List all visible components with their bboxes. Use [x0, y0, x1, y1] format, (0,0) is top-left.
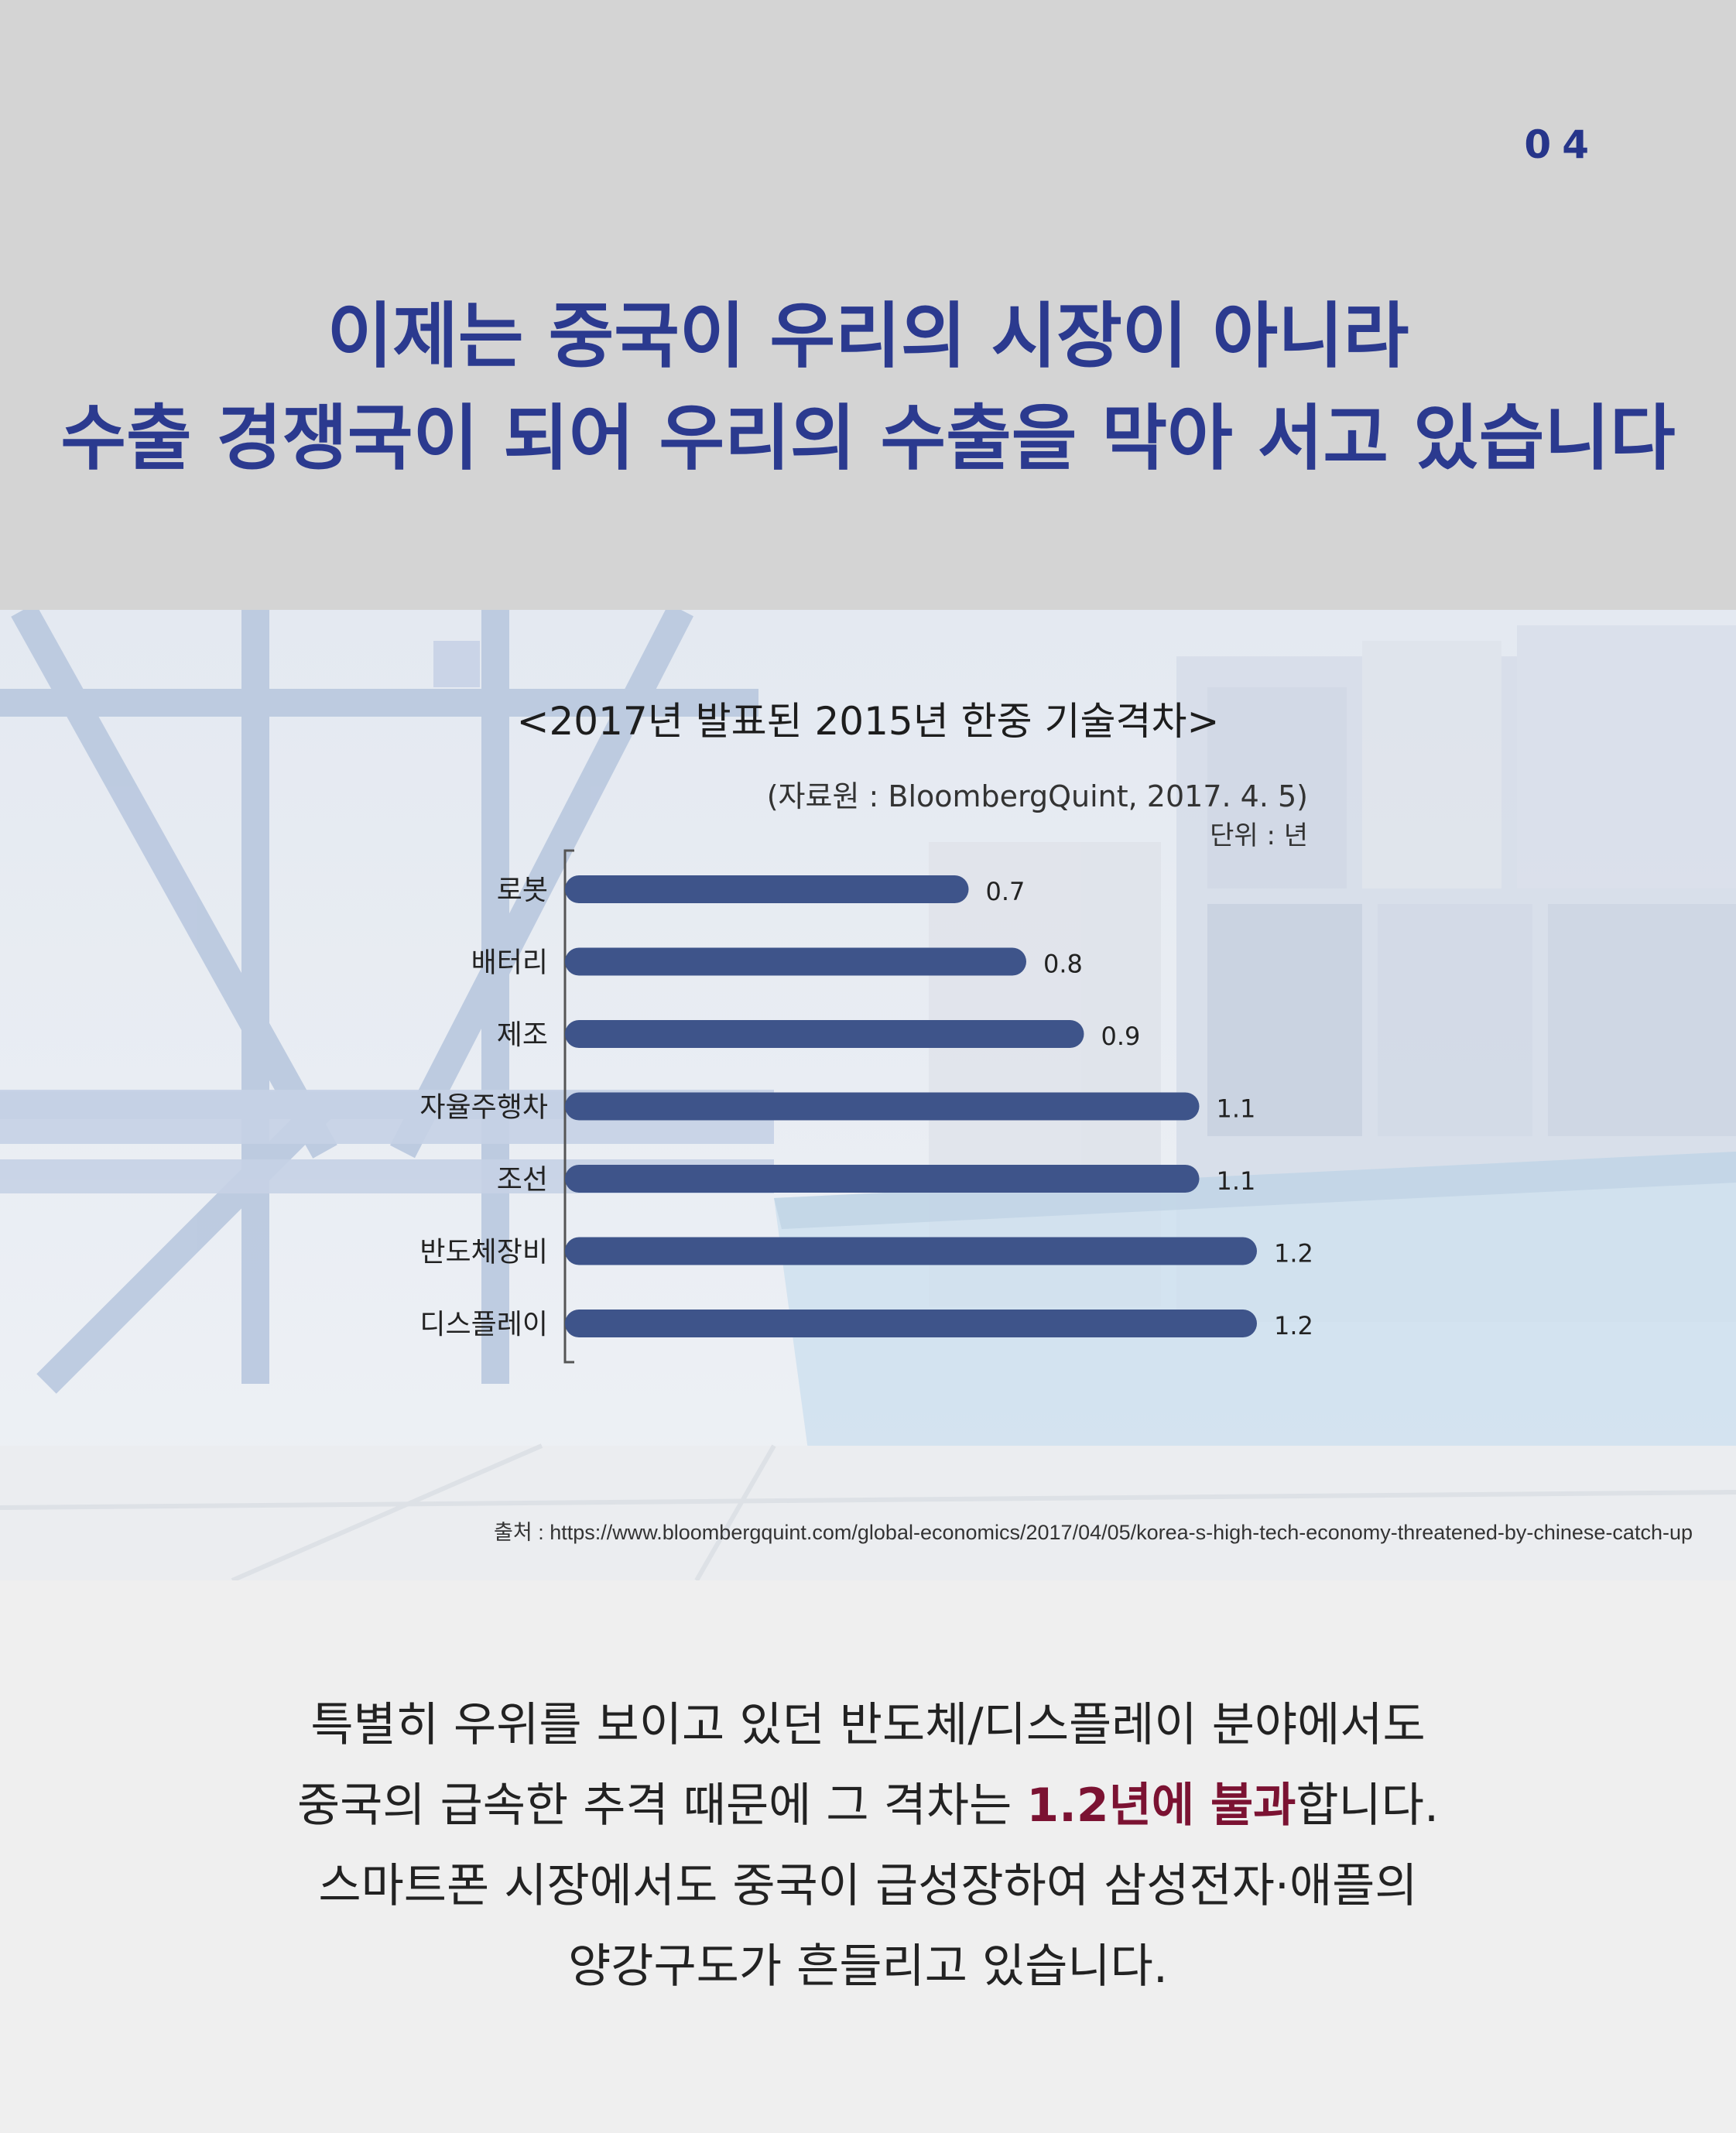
body-line-3: 스마트폰 시장에서도 중국이 급성장하여 삼성전자·애플의 — [318, 1859, 1418, 1913]
value-label: 1.1 — [1217, 1166, 1256, 1196]
category-label: 자율주행차 — [419, 1092, 548, 1124]
body-line-2-tail: 합니다. — [1296, 1779, 1440, 1833]
category-label: 제조 — [497, 1019, 548, 1051]
value-label: 1.2 — [1274, 1239, 1313, 1269]
category-label: 조선 — [497, 1164, 548, 1196]
source-citation: 출처 : https://www.bloombergquint.com/glob… — [494, 1521, 1693, 1544]
bar — [565, 1020, 1084, 1048]
value-label: 1.2 — [1274, 1311, 1313, 1340]
body-line-2-text: 중국의 급속한 추격 때문에 그 격차는 — [296, 1779, 1027, 1833]
bar — [565, 947, 1026, 976]
body-line-1: 특별히 우위를 보이고 있던 반도체/디스플레이 분야에서도 — [310, 1698, 1426, 1752]
value-label: 0.7 — [986, 877, 1026, 906]
category-label: 디스플레이 — [419, 1309, 548, 1340]
body-line-4: 양강구도가 흔들리고 있습니다. — [568, 1940, 1168, 1994]
bar — [565, 1092, 1200, 1121]
chart-title: <2017년 발표된 2015년 한중 기술격차> — [516, 699, 1220, 744]
headline-line-1: 이제는 중국이 우리의 시장이 아니라 — [327, 295, 1409, 378]
chart-unit: 단위 : 년 — [1210, 820, 1308, 851]
bar — [565, 1310, 1257, 1337]
bar — [565, 1165, 1200, 1193]
category-label: 배터리 — [471, 947, 548, 979]
value-label: 1.1 — [1217, 1094, 1256, 1124]
bar — [565, 1237, 1257, 1265]
value-label: 0.8 — [1043, 950, 1083, 979]
body-line-2: 중국의 급속한 추격 때문에 그 격차는 1.2년에 불과합니다. — [0, 1768, 1736, 1835]
chart-source: (자료원 : BloombergQuint, 2017. 4. 5) — [766, 779, 1308, 813]
bar — [565, 875, 969, 903]
emphasis-text: 1.2년에 불과 — [1026, 1779, 1296, 1833]
category-label: 반도체장비 — [419, 1237, 548, 1269]
category-label: 로봇 — [497, 875, 548, 906]
header-panel: 04 이제는 중국이 우리의 시장이 아니라 수출 경쟁국이 되어 우리의 수출… — [0, 0, 1736, 610]
page-number: 04 — [1524, 122, 1600, 167]
value-label: 0.9 — [1101, 1022, 1141, 1051]
headline-line-2: 수출 경쟁국이 되어 우리의 수출을 막아 서고 있습니다 — [60, 397, 1676, 480]
